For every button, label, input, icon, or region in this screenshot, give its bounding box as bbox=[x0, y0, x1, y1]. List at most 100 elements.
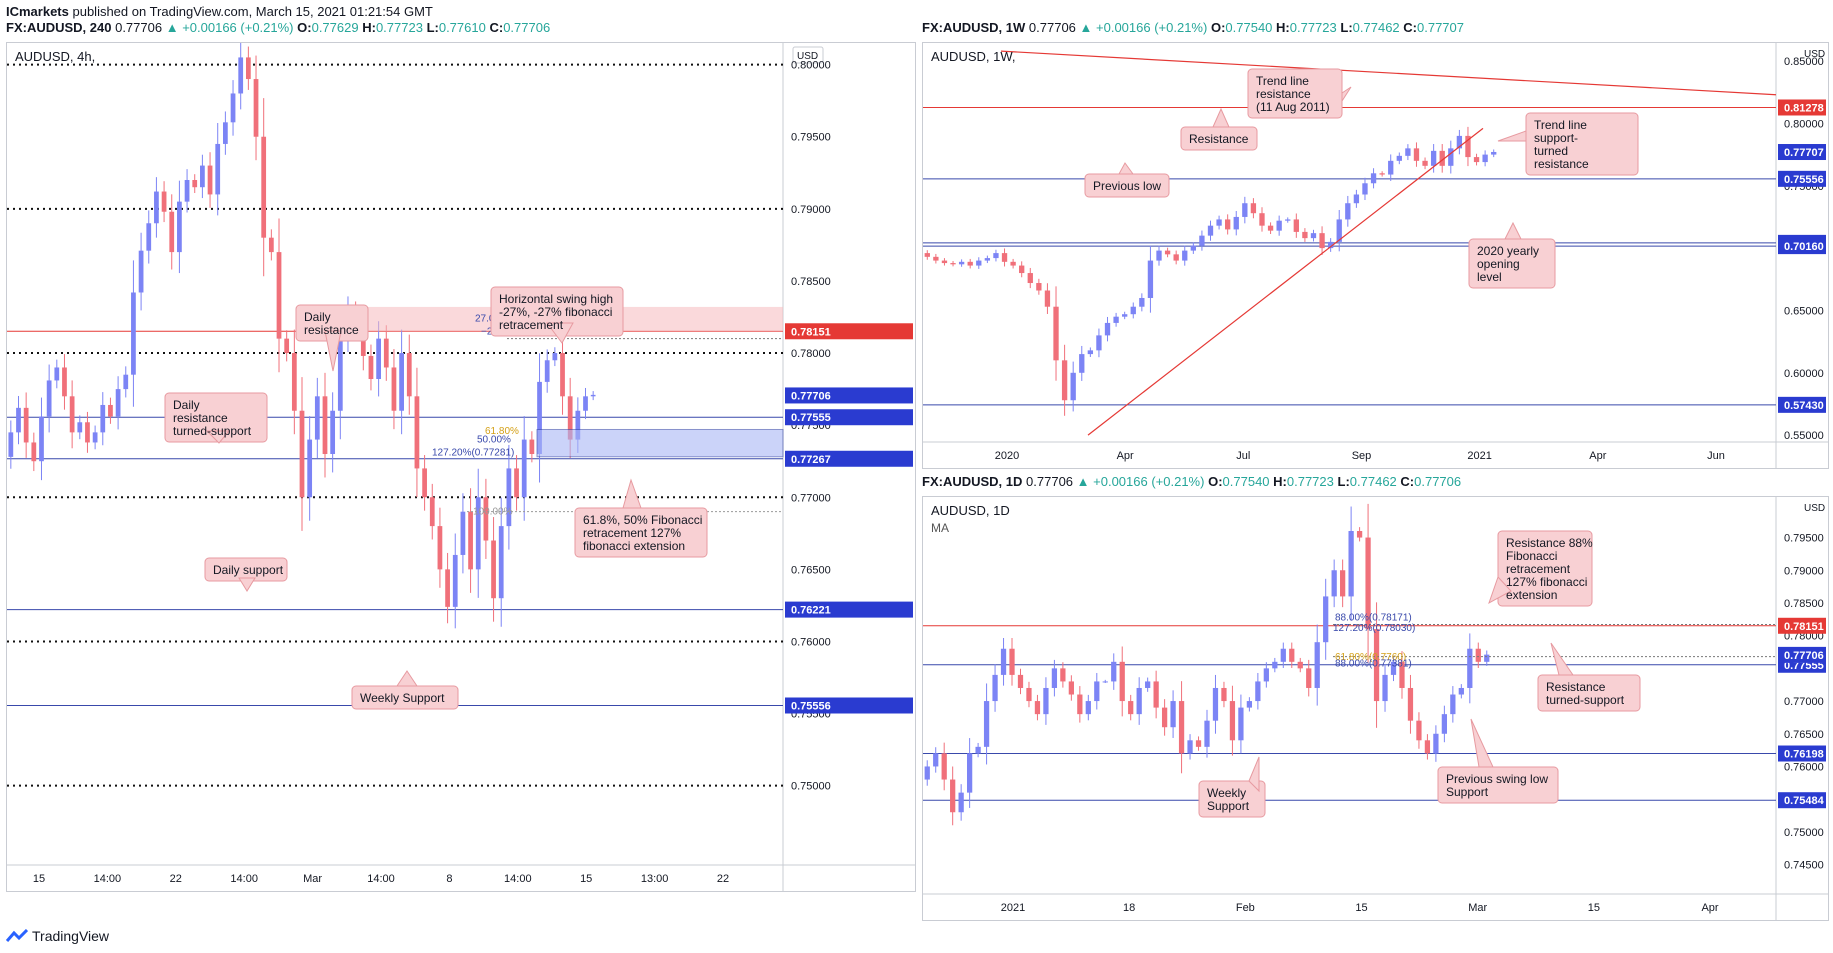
annotation-swing-high: Horizontal swing high-27%, -27% fibonacc… bbox=[490, 286, 624, 344]
candle-body bbox=[445, 569, 450, 607]
candle-body bbox=[1450, 694, 1456, 715]
footer-brand[interactable]: TradingView bbox=[6, 928, 109, 944]
candle-body bbox=[429, 497, 435, 527]
chart-svg: USD0.850000.800000.750000.700000.650000.… bbox=[923, 43, 1828, 468]
candle-body bbox=[376, 338, 381, 380]
candle-body bbox=[993, 253, 999, 259]
candle-body bbox=[1285, 219, 1291, 221]
last-price: 0.77706 bbox=[1026, 474, 1074, 489]
candle-body bbox=[8, 432, 14, 457]
price-tick-label: 0.78500 bbox=[791, 276, 831, 288]
time-tick-label: 15 bbox=[580, 873, 592, 885]
publisher-name[interactable]: ICmarkets bbox=[6, 4, 69, 19]
candle-body bbox=[1225, 219, 1231, 230]
annotation-text: Support bbox=[1446, 785, 1489, 799]
candle-body bbox=[1430, 150, 1437, 166]
candle-body bbox=[992, 674, 998, 702]
candle-body bbox=[1319, 233, 1325, 249]
candle-body bbox=[1026, 687, 1032, 702]
annotation-text: level bbox=[1477, 270, 1502, 284]
ma-indicator-label[interactable]: MA bbox=[931, 521, 949, 535]
symbol: FX:AUDUSD, 1W bbox=[922, 20, 1026, 35]
annotation-pointer bbox=[238, 577, 256, 592]
candle-body bbox=[1153, 681, 1159, 708]
price-tick-label: 0.75000 bbox=[791, 781, 831, 793]
price-tag-label: 0.78151 bbox=[791, 326, 831, 338]
time-tick-label: 2021 bbox=[1467, 450, 1491, 462]
annotation-text: resistance bbox=[1256, 87, 1311, 101]
candle-body bbox=[54, 367, 60, 381]
candle-body bbox=[1424, 740, 1431, 754]
candle-body bbox=[460, 511, 466, 555]
candle-body bbox=[1096, 335, 1102, 351]
currency-label: USD bbox=[797, 51, 818, 62]
last-price-tag bbox=[785, 387, 913, 404]
candle-body bbox=[1456, 135, 1463, 149]
candle-body bbox=[1019, 265, 1025, 274]
candle-body bbox=[184, 180, 190, 202]
chart-panel-1w[interactable]: USD0.850000.800000.750000.700000.650000.… bbox=[922, 42, 1829, 469]
price-tag bbox=[1778, 170, 1826, 187]
change-value: +0.00166 (+0.21%) bbox=[1096, 20, 1208, 35]
price-tag bbox=[1778, 792, 1826, 809]
candle-body bbox=[1297, 661, 1303, 669]
annotation-pointer bbox=[1497, 130, 1527, 142]
time-tick-label: 2020 bbox=[995, 450, 1019, 462]
candle-body bbox=[1136, 687, 1142, 715]
symbol-line-1w: FX:AUDUSD, 1W 0.77706 ▲ +0.00166 (+0.21%… bbox=[922, 20, 1464, 35]
candle-body bbox=[475, 497, 481, 570]
candle-body bbox=[1051, 668, 1058, 688]
candle-body bbox=[1448, 148, 1454, 166]
candle-body bbox=[299, 410, 305, 498]
candle-body bbox=[1195, 740, 1202, 747]
candle-body bbox=[1173, 254, 1179, 261]
annotation-pointer bbox=[1118, 162, 1134, 175]
candle-body bbox=[950, 779, 956, 813]
chart-panel-1d[interactable]: USD0.795000.790000.785000.780000.775000.… bbox=[922, 496, 1829, 921]
price-tick-label: 0.78500 bbox=[1784, 598, 1824, 610]
candle-body bbox=[230, 93, 236, 123]
price-tag-label: 0.81278 bbox=[1784, 102, 1824, 114]
candle-body bbox=[1044, 290, 1051, 307]
open-value: 0.77540 bbox=[1222, 474, 1270, 489]
candle-body bbox=[514, 468, 519, 498]
close-value: 0.77706 bbox=[1414, 474, 1462, 489]
fib-label: 127.20%(0.78030) bbox=[1333, 623, 1415, 634]
price-tick-label: 0.75000 bbox=[1784, 827, 1824, 839]
time-tick-label: 18 bbox=[1123, 902, 1135, 914]
annotation-pointer bbox=[205, 430, 231, 444]
candle-body bbox=[1079, 354, 1085, 373]
price-tick-label: 0.74500 bbox=[1784, 860, 1824, 872]
candle-body bbox=[85, 422, 90, 443]
candle-body bbox=[1439, 150, 1445, 166]
candle-body bbox=[1259, 213, 1265, 226]
price-tag-label: 0.76221 bbox=[791, 605, 831, 617]
annotation-text: fibonacci extension bbox=[583, 539, 685, 553]
price-tick-label: 0.55000 bbox=[1784, 430, 1824, 442]
high-value: 0.77723 bbox=[375, 20, 423, 35]
price-tag-label: 0.77267 bbox=[791, 454, 831, 466]
candle-body bbox=[77, 422, 83, 433]
candle-body bbox=[1422, 160, 1428, 166]
annotation-box bbox=[1525, 112, 1639, 176]
annotation-pointer bbox=[1341, 86, 1352, 103]
symbol: FX:AUDUSD, 1D bbox=[922, 474, 1023, 489]
annotation-text: Daily bbox=[304, 310, 331, 324]
open-value: 0.77629 bbox=[311, 20, 359, 35]
chart-panel-4h[interactable]: USD 0.80000 0.79500 0.79000 0.78500 0.78000 0.… bbox=[6, 42, 916, 892]
price-tick-label: 0.76000 bbox=[791, 636, 831, 648]
candle-body bbox=[123, 374, 129, 390]
change-text: ▲ +0.00166 (+0.21%) bbox=[1079, 20, 1208, 35]
price-tag bbox=[1778, 745, 1826, 762]
high-value: 0.77723 bbox=[1286, 474, 1334, 489]
last-price: 0.77706 bbox=[115, 20, 163, 35]
candle-body bbox=[1145, 681, 1151, 688]
close-value: 0.77707 bbox=[1417, 20, 1464, 35]
candle-body bbox=[933, 256, 939, 261]
candle-body bbox=[115, 389, 121, 417]
